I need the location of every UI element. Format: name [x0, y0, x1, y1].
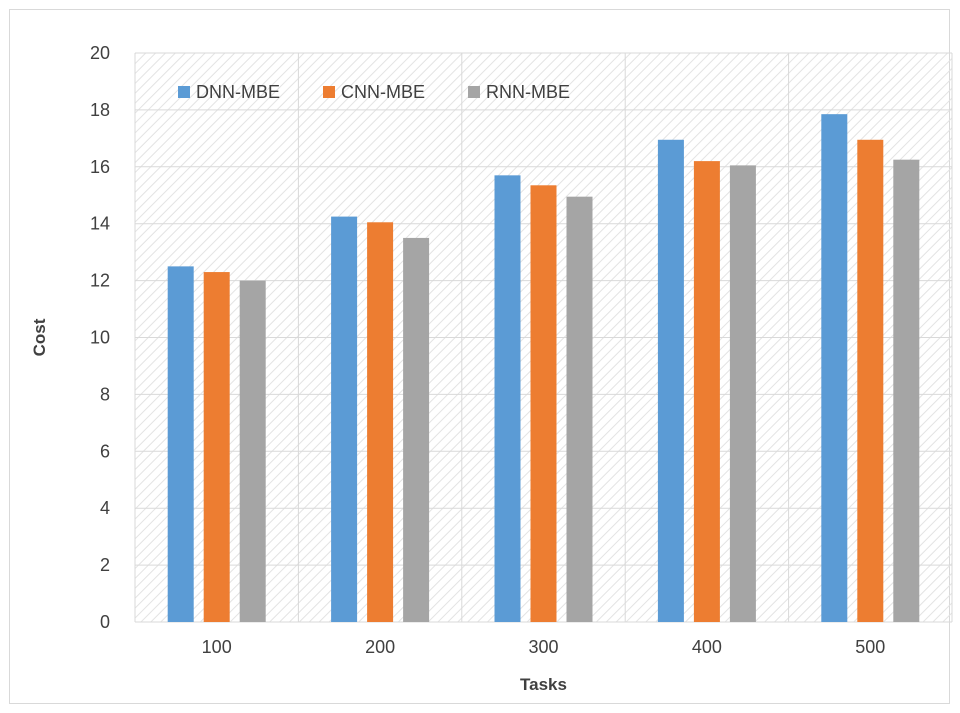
y-tick-label: 0: [100, 612, 110, 632]
y-tick-label: 12: [90, 271, 110, 291]
bar-dnn-mbe-200: [331, 216, 358, 622]
y-tick-label: 8: [100, 384, 110, 404]
x-tick-label: 100: [202, 637, 232, 657]
legend-swatch-dnn-mbe: [178, 86, 190, 98]
bar-rnn-mbe-200: [403, 237, 430, 623]
bars: [167, 114, 920, 623]
x-axis-title: Tasks: [520, 675, 567, 694]
x-axis-ticks: 100 200 300 400 500: [202, 637, 886, 657]
x-tick-label: 300: [528, 637, 558, 657]
legend-swatch-rnn-mbe: [468, 86, 480, 98]
bar-rnn-mbe-300: [566, 196, 593, 623]
bar-dnn-mbe-500: [821, 114, 848, 622]
y-tick-label: 2: [100, 555, 110, 575]
y-tick-label: 6: [100, 441, 110, 461]
bar-rnn-mbe-500: [893, 159, 920, 622]
bar-rnn-mbe-400: [729, 165, 756, 622]
y-tick-label: 20: [90, 43, 110, 63]
y-tick-label: 16: [90, 157, 110, 177]
legend: DNN-MBE CNN-MBE RNN-MBE: [178, 82, 570, 102]
bar-rnn-mbe-100: [239, 280, 266, 622]
y-tick-label: 10: [90, 328, 110, 348]
x-tick-label: 200: [365, 637, 395, 657]
bar-cnn-mbe-400: [693, 161, 720, 623]
bar-dnn-mbe-100: [167, 266, 194, 622]
bar-cnn-mbe-200: [367, 222, 394, 622]
y-tick-label: 14: [90, 214, 110, 234]
x-tick-label: 500: [855, 637, 885, 657]
legend-label-rnn-mbe: RNN-MBE: [486, 82, 570, 102]
x-tick-label: 400: [692, 637, 722, 657]
bar-dnn-mbe-300: [494, 175, 521, 622]
legend-label-dnn-mbe: DNN-MBE: [196, 82, 280, 102]
legend-label-cnn-mbe: CNN-MBE: [341, 82, 425, 102]
y-tick-label: 18: [90, 100, 110, 120]
bar-cnn-mbe-500: [857, 139, 884, 622]
y-axis-ticks: 0 2 4 6 8 10 12 14 16 18 20: [90, 43, 110, 632]
legend-swatch-cnn-mbe: [323, 86, 335, 98]
bar-dnn-mbe-400: [657, 139, 684, 622]
bar-cnn-mbe-300: [530, 185, 557, 623]
y-axis-title: Cost: [30, 318, 49, 356]
y-tick-label: 4: [100, 498, 110, 518]
bar-cnn-mbe-100: [203, 272, 230, 622]
